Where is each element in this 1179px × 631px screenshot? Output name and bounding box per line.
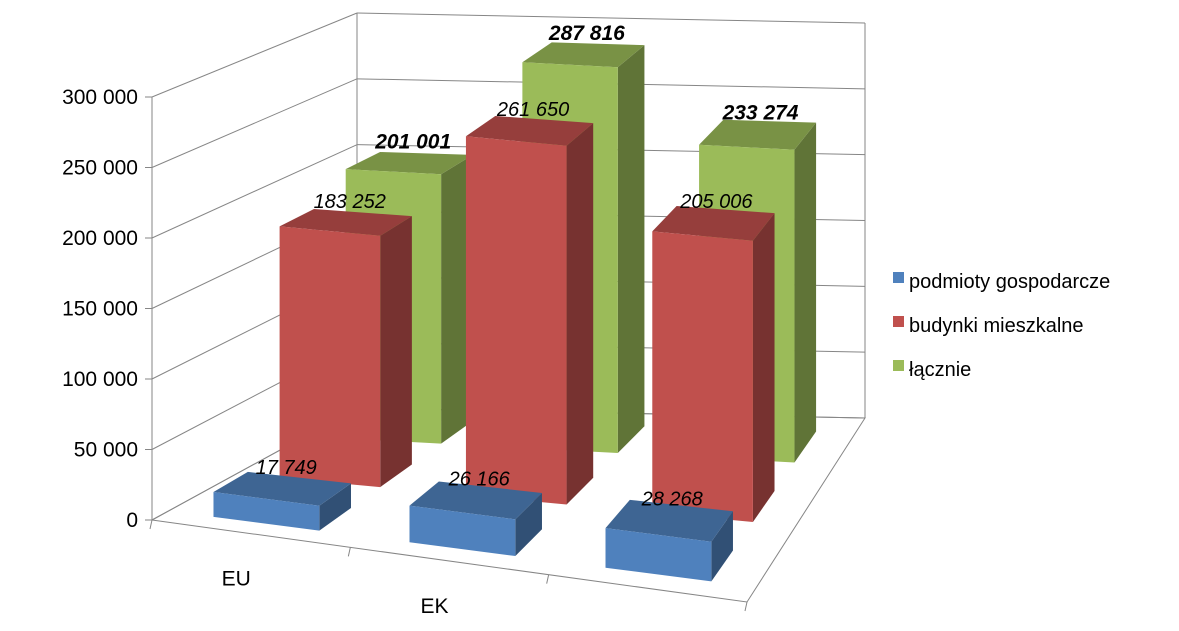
data-label: 287 816 <box>548 22 625 45</box>
data-label: 233 274 <box>722 102 799 125</box>
x-tick-mark <box>347 547 351 557</box>
x-tick-mark <box>546 574 550 584</box>
y-tick-label: 200 000 <box>62 227 138 250</box>
x-tick-label: EU <box>222 568 251 591</box>
bar-top <box>652 206 775 241</box>
bar-top <box>213 471 351 506</box>
gridline-back <box>356 12 866 24</box>
bar-top <box>279 208 412 236</box>
y-tick-label: 100 000 <box>62 368 138 391</box>
x-tick-label: EK <box>420 595 448 618</box>
x-tick-label: EP <box>619 622 647 626</box>
legend-swatch <box>893 360 904 371</box>
data-label: 28 268 <box>641 488 703 510</box>
bar-side <box>380 216 412 488</box>
bar-side <box>441 154 473 444</box>
x-tick-mark <box>149 519 153 530</box>
bar-side <box>566 123 594 505</box>
bar-side <box>794 122 817 463</box>
bar <box>605 528 712 582</box>
bar <box>652 231 753 522</box>
y-tick-label: 300 000 <box>62 86 138 109</box>
gridline-side <box>151 12 358 98</box>
bar-side <box>515 492 542 557</box>
data-label: 26 166 <box>448 468 511 490</box>
data-label: 183 252 <box>314 191 386 213</box>
y-tick-label: 50 000 <box>74 439 138 462</box>
data-label: 205 006 <box>679 191 753 213</box>
legend-swatch <box>893 316 904 327</box>
gridline-side <box>151 78 358 168</box>
gridline-side <box>151 144 358 239</box>
bar <box>279 226 381 488</box>
bar-top <box>605 499 733 542</box>
data-label: 201 001 <box>374 131 451 154</box>
data-label: 261 650 <box>496 99 569 121</box>
y-tick-label: 250 000 <box>62 157 138 180</box>
bar-side <box>319 483 351 531</box>
bar-side <box>711 511 733 582</box>
legend-swatch <box>893 272 904 283</box>
x-tick-mark <box>744 601 748 612</box>
legend-label: łącznie <box>909 359 971 381</box>
y-tick-label: 150 000 <box>62 298 138 321</box>
bar-top <box>345 152 473 175</box>
bar <box>409 505 516 557</box>
bar-top <box>699 119 817 150</box>
legend-label: podmioty gospodarcze <box>909 271 1110 293</box>
data-label: 17 749 <box>256 457 317 479</box>
bar-top <box>409 481 542 520</box>
y-tick-label: 0 <box>126 509 138 532</box>
bar-top <box>465 115 594 146</box>
bar-side <box>752 213 775 522</box>
bar <box>465 136 567 505</box>
bar-top <box>522 42 645 68</box>
bar-side <box>617 45 645 454</box>
legend-label: budynki mieszkalne <box>909 315 1084 337</box>
bar <box>213 491 320 531</box>
